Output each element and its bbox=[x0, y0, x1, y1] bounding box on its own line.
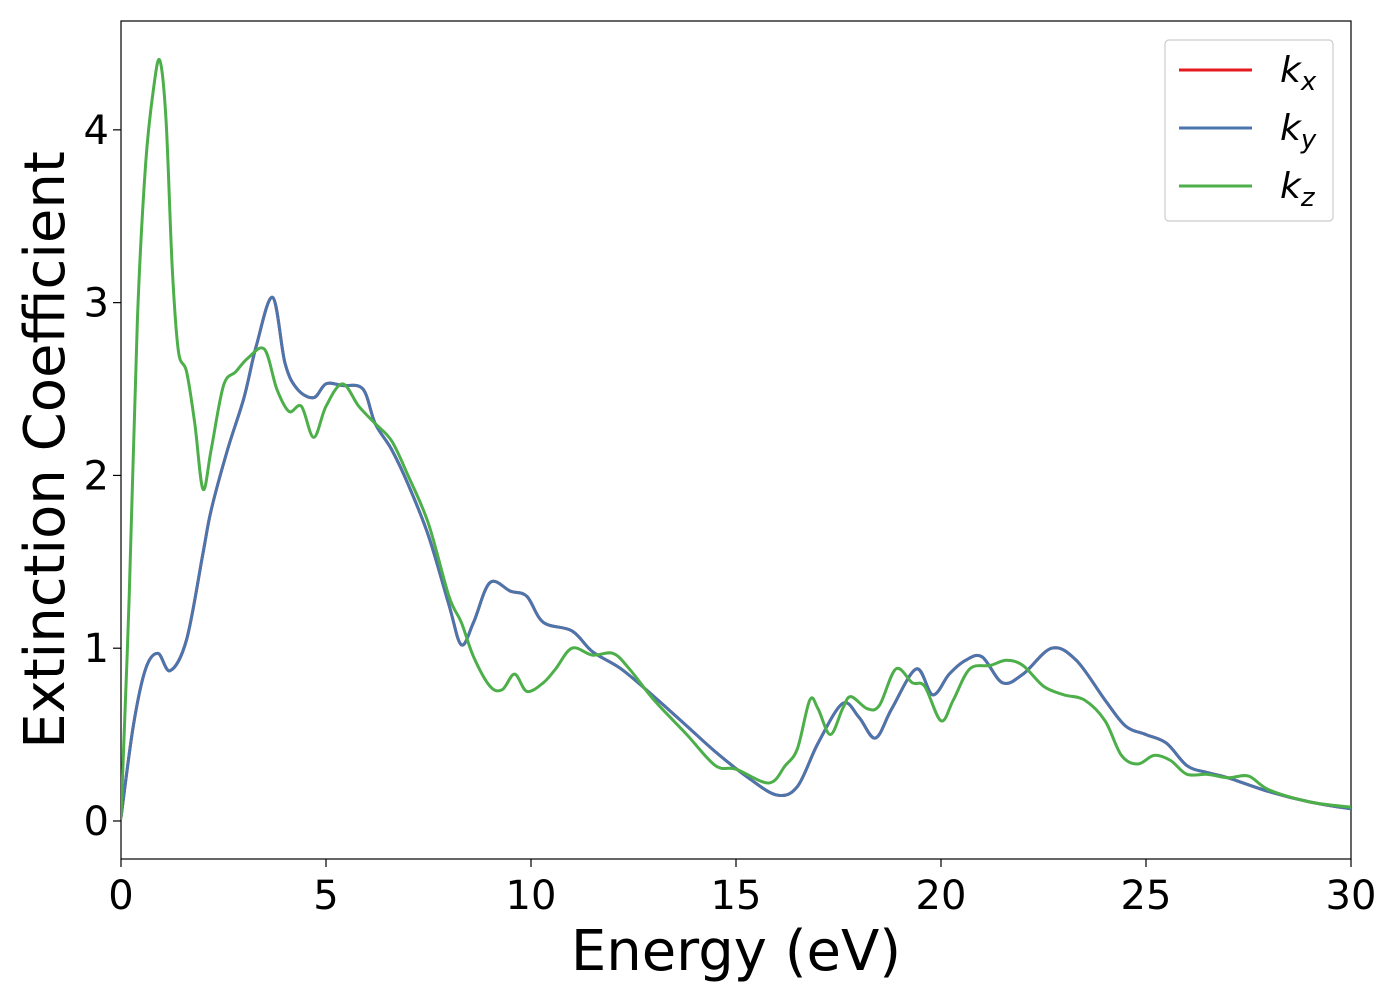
x-tick-label: 20 bbox=[916, 873, 967, 919]
legend-label-z: kz bbox=[1280, 166, 1316, 213]
legend-label-x: kx bbox=[1280, 50, 1317, 97]
x-tick-label: 10 bbox=[506, 873, 557, 919]
y-tick-label: 1 bbox=[84, 626, 109, 672]
x-axis-ticks: 0 5 10 15 20 25 30 bbox=[108, 859, 1376, 919]
x-axis-title: Energy (eV) bbox=[571, 919, 901, 984]
series-line-z bbox=[121, 57, 1351, 820]
y-tick-label: 2 bbox=[84, 453, 109, 499]
legend-box bbox=[1164, 39, 1334, 222]
x-tick-label: 15 bbox=[711, 873, 762, 919]
x-tick-label: 25 bbox=[1121, 873, 1172, 919]
y-axis-title: Extinction Coefficient bbox=[13, 151, 78, 749]
y-tick-label: 4 bbox=[84, 108, 109, 154]
y-tick-label: 0 bbox=[84, 799, 109, 845]
y-tick-label: 3 bbox=[84, 281, 109, 327]
legend: kx ky kz bbox=[1164, 39, 1334, 222]
y-axis-ticks: 0 1 2 3 4 bbox=[84, 108, 121, 845]
series-layer bbox=[121, 57, 1351, 820]
x-tick-label: 0 bbox=[108, 873, 133, 919]
x-tick-label: 5 bbox=[313, 873, 338, 919]
x-tick-label: 30 bbox=[1326, 873, 1377, 919]
legend-label-y: ky bbox=[1280, 108, 1317, 155]
legend-items: kx ky kz bbox=[1179, 50, 1317, 213]
